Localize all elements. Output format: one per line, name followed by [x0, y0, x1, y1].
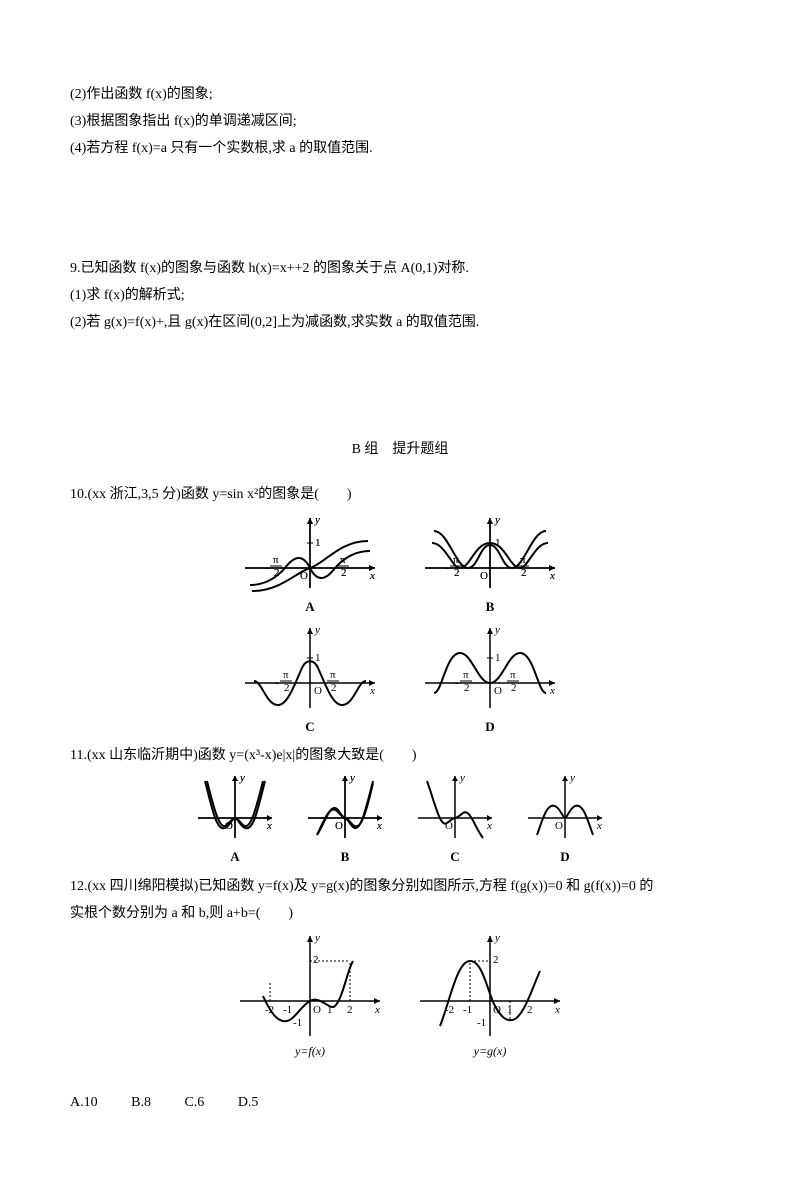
svg-text:y: y [314, 932, 320, 944]
svg-text:-1: -1 [463, 1004, 472, 1016]
svg-text:O: O [335, 820, 343, 832]
svg-text:2: 2 [527, 1004, 533, 1016]
svg-text:π: π [330, 669, 336, 681]
svg-text:1: 1 [315, 652, 321, 664]
q12-l1: 12.(xx 四川绵阳模拟)已知函数 y=f(x)及 y=g(x)的图象分别如图… [70, 874, 730, 899]
q10-label-d: D [485, 715, 494, 738]
svg-text:y: y [494, 514, 500, 526]
q-cont-2: (2)作出函数 f(x)的图象; [70, 82, 730, 107]
svg-text:O: O [480, 570, 488, 582]
svg-text:2: 2 [274, 567, 280, 579]
q10-label-a: A [305, 595, 314, 618]
svg-text:y: y [569, 773, 575, 784]
svg-text:π: π [340, 554, 346, 566]
svg-text:O: O [313, 1004, 321, 1016]
svg-text:y: y [239, 773, 245, 784]
spacer [70, 337, 730, 427]
q11-row: xy O xy O A xy O [70, 773, 730, 868]
q12-opt-c: C.6 [184, 1090, 204, 1115]
q-cont-4: (4)若方程 f(x)=a 只有一个实数根,求 a 的取值范围. [70, 136, 730, 161]
svg-text:-: - [455, 677, 459, 689]
svg-text:-1: -1 [283, 1004, 292, 1016]
q10-graph-b: xy O 1 π2- π2 xy O 1 π2- π2 B [420, 513, 560, 618]
svg-text:x: x [374, 1004, 380, 1016]
q12-options: A.10 B.8 C.6 D.5 [70, 1090, 730, 1115]
svg-text:-: - [275, 677, 279, 689]
svg-text:π: π [510, 669, 516, 681]
svg-text:y: y [314, 624, 320, 636]
q11-label-b: B [341, 845, 350, 868]
q10-graph-a: xy O 1 π2- π2 xy O 1 π2- π2 A [240, 513, 380, 618]
svg-text:π: π [283, 669, 289, 681]
svg-text:x: x [369, 685, 375, 697]
svg-text:y: y [314, 514, 320, 526]
q10-graph-d: xy O 1 π2- π2 D [420, 623, 560, 738]
q10-label-b: B [486, 595, 495, 618]
svg-text:y: y [494, 624, 500, 636]
q12-opt-a: A.10 [70, 1090, 98, 1115]
svg-text:-1: -1 [293, 1017, 302, 1029]
svg-text:x: x [486, 820, 492, 832]
svg-text:x: x [266, 820, 272, 832]
q11-graph-d: x y O D [525, 773, 605, 868]
spacer [70, 164, 730, 254]
svg-text:2: 2 [454, 567, 460, 579]
q9-p1: (1)求 f(x)的解析式; [70, 283, 730, 308]
q11-label-a: A [230, 845, 239, 868]
svg-text:y: y [349, 773, 355, 784]
q12-cap2: y=g(x) [474, 1041, 507, 1063]
svg-text:2: 2 [341, 567, 347, 579]
svg-text:-1: -1 [477, 1017, 486, 1029]
q11-graph-b: xy O xy O B [305, 773, 385, 868]
q12-l2: 实根个数分别为 a 和 b,则 a+b=( ) [70, 901, 730, 926]
q10-stem: 10.(xx 浙江,3,5 分)函数 y=sin x²的图象是( ) [70, 482, 730, 507]
q-cont-3: (3)根据图象指出 f(x)的单调递减区间; [70, 109, 730, 134]
q10-label-c: C [305, 715, 314, 738]
svg-text:-: - [445, 562, 449, 574]
q11-stem: 11.(xx 山东临沂期中)函数 y=(x³-x)e|x|的图象大致是( ) [70, 743, 730, 768]
svg-text:O: O [494, 685, 502, 697]
q12-graph-g: xy O 2 -1 -2-1 12 y=g(x) [415, 931, 565, 1063]
svg-text:y: y [459, 773, 465, 784]
svg-text:2: 2 [493, 954, 499, 966]
svg-text:x: x [376, 820, 382, 832]
svg-text:-: - [265, 562, 269, 574]
svg-text:y: y [494, 932, 500, 944]
svg-text:2: 2 [464, 682, 470, 694]
svg-text:1: 1 [315, 537, 321, 549]
q9-stem: 9.已知函数 f(x)的图象与函数 h(x)=x++2 的图象关于点 A(0,1… [70, 256, 730, 281]
svg-text:π: π [463, 669, 469, 681]
q10-row1: xy O 1 π2- π2 xy O 1 π2- π2 A [70, 513, 730, 618]
q10-graph-c: xy O 1 π2- π2 C [240, 623, 380, 738]
q11-label-d: D [560, 845, 569, 868]
svg-text:2: 2 [347, 1004, 353, 1016]
svg-text:2: 2 [511, 682, 517, 694]
svg-text:x: x [369, 570, 375, 582]
svg-text:x: x [596, 820, 602, 832]
svg-text:O: O [555, 820, 563, 832]
q10-row2: xy O 1 π2- π2 C xy O 1 π2- π2 [70, 623, 730, 738]
svg-text:x: x [549, 685, 555, 697]
q12-row: xy O 2 -1 -2-1 12 y=f(x) xy O [70, 931, 730, 1063]
svg-text:2: 2 [331, 682, 337, 694]
document-page: (2)作出函数 f(x)的图象; (3)根据图象指出 f(x)的单调递减区间; … [0, 0, 800, 1177]
svg-text:O: O [314, 685, 322, 697]
spacer [70, 1068, 730, 1088]
svg-text:x: x [554, 1004, 560, 1016]
q11-graph-a: xy O xy O A [195, 773, 275, 868]
svg-text:2: 2 [284, 682, 290, 694]
q9-p2: (2)若 g(x)=f(x)+,且 g(x)在区间(0,2]上为减函数,求实数 … [70, 310, 730, 335]
q12-opt-d: D.5 [238, 1090, 259, 1115]
svg-text:2: 2 [521, 567, 527, 579]
svg-text:2: 2 [313, 954, 319, 966]
q11-label-c: C [450, 845, 459, 868]
svg-text:1: 1 [495, 652, 501, 664]
svg-text:x: x [549, 570, 555, 582]
q12-cap1: y=f(x) [295, 1041, 325, 1063]
q12-graph-f: xy O 2 -1 -2-1 12 y=f(x) [235, 931, 385, 1063]
section-b-title: B 组 提升题组 [70, 437, 730, 462]
svg-text:π: π [273, 554, 279, 566]
q11-graph-c: xy O C [415, 773, 495, 868]
q12-opt-b: B.8 [131, 1090, 151, 1115]
